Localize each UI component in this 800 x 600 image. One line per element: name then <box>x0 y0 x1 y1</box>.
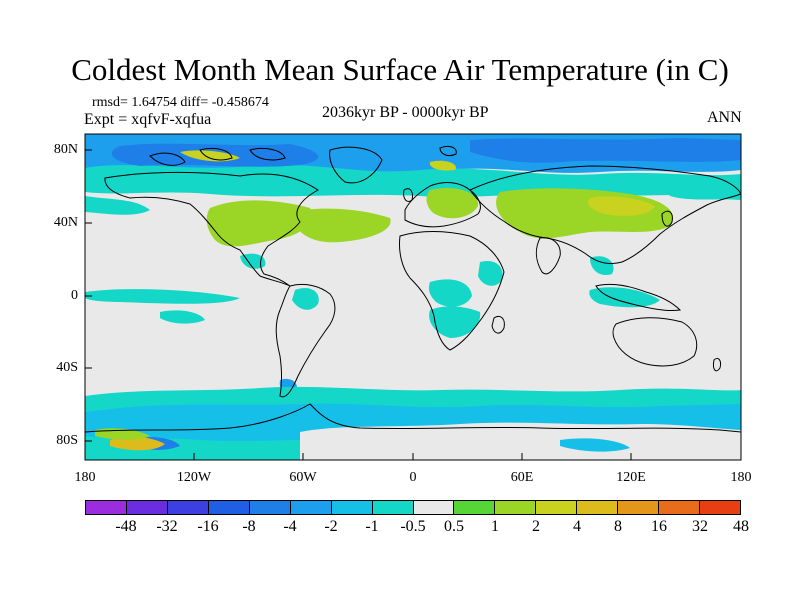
coast-madagascar <box>491 315 505 334</box>
lon-label-120w: 120W <box>176 470 212 485</box>
colorbar-cell <box>167 501 209 514</box>
colorbar-label: 4 <box>573 518 581 535</box>
colorbar-cell <box>700 501 740 514</box>
colorbar-label: -8 <box>242 518 256 535</box>
colorbar-cell <box>536 501 578 514</box>
coast-africa <box>399 231 505 351</box>
region-arctic-green <box>180 150 240 162</box>
region-pacific-teal <box>85 196 150 215</box>
colorbar-label: 8 <box>614 518 622 535</box>
region-se-asia-teal <box>590 256 614 276</box>
lon-label-60e: 60E <box>510 470 534 485</box>
colorbar-label: 32 <box>692 518 708 535</box>
region-east-africa-teal <box>478 260 503 286</box>
coast-new-zealand <box>713 357 721 372</box>
region-africa-cyan <box>429 306 481 338</box>
region-arctic-cyan <box>85 164 741 197</box>
coast-japan <box>661 210 673 227</box>
colorbar-cell <box>495 501 537 514</box>
lon-label-0: 0 <box>409 470 417 485</box>
lon-label-180e: 180 <box>730 470 752 485</box>
region-asia-yellow <box>588 196 655 216</box>
period-line: 2036kyr BP - 0000kyr BP <box>322 104 489 121</box>
coast-canadian-islands <box>149 147 286 166</box>
coast-antarctica <box>85 403 741 433</box>
coast-indonesia <box>595 283 682 311</box>
colorbar-cell <box>290 501 332 514</box>
lat-label-80s: 80S <box>56 433 78 448</box>
colorbar-label: 2 <box>532 518 540 535</box>
region-antarctic-cyan <box>560 438 630 452</box>
coast-south-america <box>275 283 336 398</box>
region-siberia-blue <box>470 138 741 163</box>
region-north-pacific-cyan <box>660 178 741 200</box>
lat-label-80n: 80N <box>53 142 78 157</box>
colorbar-label: -48 <box>115 518 137 535</box>
colorbar-cell <box>249 501 291 514</box>
region-north-america-green <box>206 200 313 247</box>
stats-line: rmsd= 1.64754 diff= -0.458674 <box>92 95 269 110</box>
coast-asia <box>469 165 741 265</box>
colorbar-label: -1 <box>365 518 379 535</box>
region-north-atlantic-green <box>290 208 391 243</box>
lon-label-180w: 180 <box>74 470 96 485</box>
coast-europe <box>404 182 481 228</box>
colorbar-cell <box>618 501 660 514</box>
colorbar-label: -32 <box>156 518 178 535</box>
region-antarctic-orange <box>110 436 165 451</box>
season-label: ANN <box>707 109 742 126</box>
colorbar-cell <box>126 501 168 514</box>
longitude-ticks <box>84 453 742 460</box>
region-tropical-atlantic-teal <box>85 289 240 304</box>
colorbar <box>85 500 741 515</box>
experiment-line: Expt = xqfvF-xqfua <box>84 111 212 128</box>
coast-greenland <box>329 146 383 184</box>
colorbar-label: 16 <box>651 518 667 535</box>
lat-label-40s: 40S <box>56 360 78 375</box>
colorbar-cell <box>659 501 701 514</box>
coastlines <box>85 145 741 433</box>
colorbar-label: 0.5 <box>444 518 464 535</box>
region-antarctic-neutral <box>300 422 741 460</box>
region-europe-green <box>426 187 479 219</box>
colorbar-cell <box>86 501 127 514</box>
colorbar-cell <box>454 501 496 514</box>
coast-india <box>535 237 561 275</box>
colorbar-cell <box>331 501 373 514</box>
colorbar-label: 48 <box>733 518 749 535</box>
coast-australia <box>612 317 698 367</box>
latitude-ticks <box>85 149 92 442</box>
colorbar-cell <box>413 501 455 514</box>
region-indonesia-teal <box>589 287 660 308</box>
lat-label-0: 0 <box>71 288 78 303</box>
coast-north-america <box>104 171 319 287</box>
colorbar-label: 1 <box>491 518 499 535</box>
chart-title: Coldest Month Mean Surface Air Temperatu… <box>71 52 729 87</box>
region-south-america-teal <box>292 287 319 310</box>
colorbar-label: -4 <box>283 518 297 535</box>
lon-label-60w: 60W <box>289 470 317 485</box>
colorbar-cell <box>577 501 619 514</box>
colorbar-cell <box>208 501 250 514</box>
colorbar-label: -16 <box>197 518 219 535</box>
lon-label-120e: 120E <box>616 470 646 485</box>
colorbar-cell <box>372 501 414 514</box>
coast-svalbard <box>439 145 457 157</box>
lat-label-40n: 40N <box>53 215 78 230</box>
anomaly-field <box>85 134 741 460</box>
region-africa-teal <box>428 279 472 307</box>
colorbar-label: -2 <box>324 518 338 535</box>
coast-uk <box>403 188 413 203</box>
colorbar-label: -0.5 <box>400 518 426 535</box>
region-eurasia-yellow <box>429 160 456 171</box>
region-central-america-teal <box>240 253 266 269</box>
region-ross-green <box>95 428 150 440</box>
region-tropical-pacific-teal <box>160 310 205 324</box>
